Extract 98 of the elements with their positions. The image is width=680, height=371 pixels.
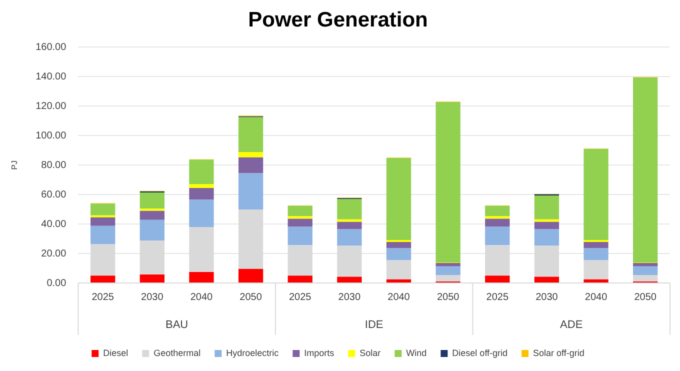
bar: [189, 227, 214, 272]
chart-title: Power Generation: [248, 8, 428, 32]
bar: [534, 195, 560, 220]
bar: [584, 240, 608, 242]
bar: [337, 222, 362, 230]
x-tick-label: 2050: [634, 292, 657, 303]
bar: [633, 78, 658, 263]
bar: [140, 274, 164, 282]
bar: [337, 229, 362, 246]
bar: [485, 216, 510, 219]
bar: [386, 260, 412, 280]
y-tick-label: 120.00: [36, 100, 67, 112]
bar: [337, 219, 362, 222]
bar: [189, 272, 214, 282]
bar: [584, 148, 608, 240]
bar: [485, 226, 510, 246]
bar: [436, 102, 460, 263]
text: ADE: [560, 319, 583, 332]
bar: [238, 268, 264, 282]
bar: [436, 266, 460, 276]
bar: [534, 222, 560, 230]
bar: [337, 276, 362, 282]
bar: [140, 192, 164, 209]
x-tick-label: 2040: [584, 292, 608, 303]
y-tick-label: 140.00: [36, 71, 67, 82]
legend-label: Solar off-grid: [533, 348, 584, 358]
bar: [485, 218, 510, 227]
text: IDE: [364, 319, 384, 332]
legend-label: Diesel off-grid: [452, 348, 508, 358]
y-tick-label: 160.00: [36, 42, 67, 53]
bar: [140, 220, 164, 241]
bar: [140, 240, 164, 274]
bar: [238, 173, 264, 210]
bar: [90, 244, 116, 276]
legend-label: Wind: [406, 348, 427, 358]
bar: [288, 206, 312, 216]
bar: [189, 160, 214, 184]
x-tick-label: 2040: [388, 292, 410, 303]
bar: [140, 210, 164, 220]
bar: [386, 242, 412, 248]
bar: [288, 276, 312, 282]
bar: [584, 260, 608, 280]
y-tick-label: 0.00: [46, 278, 67, 289]
bar: [90, 204, 116, 216]
bar: [633, 266, 658, 276]
legend-label: Solar: [360, 348, 381, 358]
x-tick-label: 2025: [288, 292, 312, 303]
bar: [90, 276, 116, 282]
bar: [485, 276, 510, 282]
x-tick-label: 2050: [240, 292, 262, 303]
bar: [238, 117, 264, 152]
legend-label: Geothermal: [154, 348, 201, 358]
y-tick-label: 60.00: [41, 189, 67, 200]
bar: [584, 242, 608, 248]
bar: [386, 279, 412, 282]
bar: [534, 246, 560, 277]
x-tick-label: 2025: [486, 292, 509, 303]
bar: [337, 198, 362, 220]
x-tick-label: 2025: [92, 292, 114, 303]
bar: [288, 245, 312, 276]
bar: [90, 226, 116, 244]
bar: [189, 200, 214, 227]
x-tick-label: 2030: [141, 292, 164, 303]
y-tick-label: 100.00: [36, 130, 67, 142]
bar: [534, 229, 560, 246]
bar: [386, 248, 412, 260]
x-tick-label: 2030: [536, 292, 558, 303]
bar: [90, 217, 116, 226]
legend-label: Imports: [304, 348, 335, 358]
x-tick-label: 2030: [338, 292, 361, 303]
x-tick-label: 2050: [436, 292, 460, 303]
bar: [189, 184, 214, 188]
bar: [288, 226, 312, 246]
legend-label: Hydroelectric: [226, 348, 280, 358]
bar: [485, 206, 510, 216]
bar: [288, 216, 312, 219]
y-tick-label: 20.00: [41, 248, 67, 260]
bar: [534, 276, 560, 282]
y-tick-label: 40.00: [41, 218, 67, 230]
bar: [238, 157, 264, 174]
bar: [633, 262, 658, 266]
bar: [386, 158, 412, 240]
bar: [238, 152, 264, 158]
bar: [238, 209, 264, 269]
bar: [189, 188, 214, 200]
y-axis-title: PJ: [10, 160, 20, 170]
bar: [534, 219, 560, 222]
y-tick-label: 80.00: [41, 160, 67, 171]
bar: [485, 245, 510, 276]
legend-label: Diesel: [103, 348, 128, 358]
bar: [436, 262, 460, 266]
bar: [584, 248, 608, 260]
x-tick-label: 2040: [190, 292, 214, 303]
bar: [288, 218, 312, 227]
bar: [584, 279, 608, 282]
bar: [386, 240, 412, 242]
text: BAU: [166, 319, 188, 332]
bar: [337, 246, 362, 277]
